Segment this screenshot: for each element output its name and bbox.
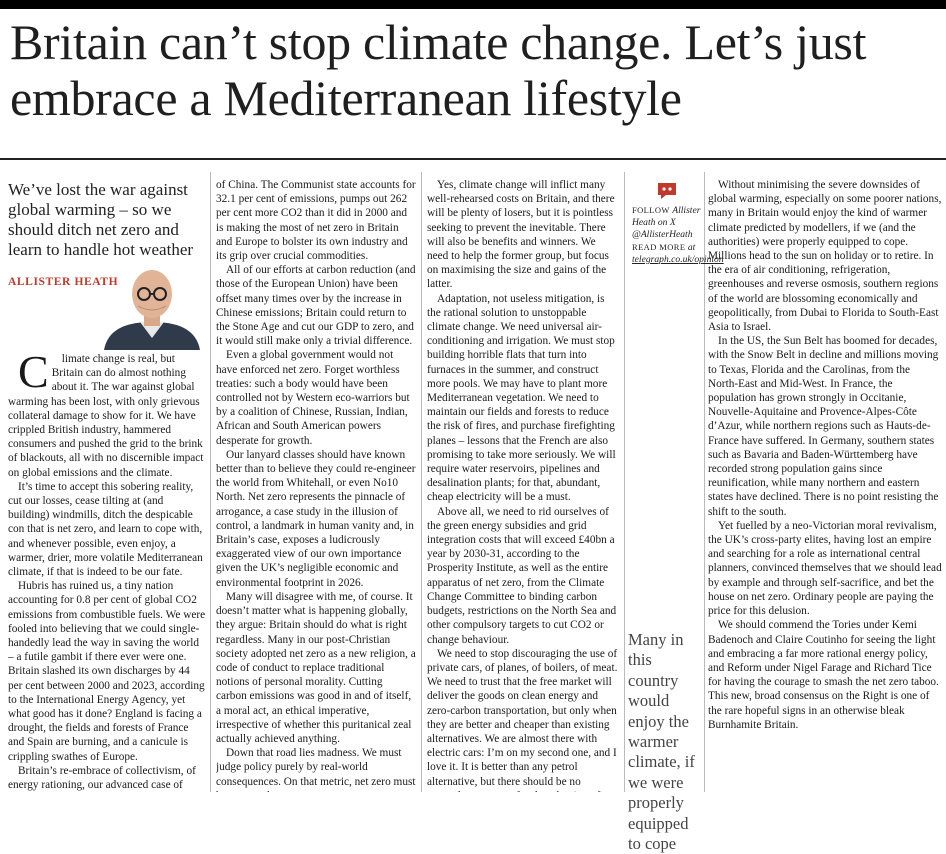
- paragraph: We should commend the Tories under Kemi …: [708, 619, 939, 731]
- text: Allister Heath on X: [632, 205, 701, 228]
- column: Without minimising the severe downsides …: [708, 178, 942, 792]
- paragraph: Our lanyard classes should have known be…: [216, 448, 416, 589]
- paragraph: Hubris has ruined us, a tiny nation acco…: [8, 580, 206, 763]
- paragraph: of China. The Communist state accounts f…: [216, 179, 416, 263]
- handle[interactable]: @AllisterHeath: [632, 229, 693, 240]
- paragraph: Even a global government would not have …: [216, 349, 410, 447]
- paragraph: Down that road lies madness. We must jud…: [216, 747, 416, 792]
- standfirst: We’ve lost the war against global warmin…: [8, 180, 194, 259]
- paragraph: Yet fuelled by a neo-Victorian moral rev…: [708, 519, 942, 618]
- paragraph: Many will disagree with me, of course. I…: [216, 590, 416, 745]
- paragraph: Adaptation, not useless mitigation, is t…: [427, 292, 616, 504]
- paragraph: Yes, climate change will inflict many we…: [427, 179, 615, 291]
- column: Climate change is real, but Britain can …: [8, 352, 206, 792]
- paragraph: Above all, we need to rid ourselves of t…: [427, 505, 617, 646]
- paragraph: Climate change is real, but Britain can …: [8, 352, 204, 479]
- label: READ MORE: [632, 242, 686, 252]
- text: at: [687, 242, 696, 253]
- byline: ALLISTER HEATH: [8, 276, 119, 288]
- pull-quote: Many in this country would enjoy the war…: [628, 630, 695, 854]
- column-rule: [421, 172, 422, 792]
- comment-icon: [658, 183, 676, 199]
- link[interactable]: telegraph.co.uk/opinion: [632, 254, 724, 265]
- follow-box: FOLLOW Allister Heath on X @AllisterHeat…: [632, 204, 724, 266]
- top-bar: [0, 0, 946, 9]
- column-rule: [704, 172, 705, 792]
- rule: [0, 158, 946, 160]
- headline: Britain can’t stop climate change. Let’s…: [10, 14, 867, 126]
- column: Yes, climate change will inflict many we…: [427, 178, 619, 792]
- author-photo: [104, 270, 200, 350]
- label: FOLLOW: [632, 205, 670, 215]
- paragraph: All of our efforts at carbon reduction (…: [216, 264, 416, 348]
- paragraph: We need to stop discouraging the use of …: [427, 647, 618, 792]
- paragraph: In the US, the Sun Belt has boomed for d…: [708, 335, 939, 518]
- paragraph: Britain’s re-embrace of collectivism, of…: [8, 764, 196, 792]
- column-rule: [624, 172, 625, 792]
- column-rule: [210, 172, 211, 792]
- column: of China. The Communist state accounts f…: [216, 178, 416, 792]
- paragraph: It’s time to accept this sobering realit…: [8, 480, 203, 579]
- paragraph: Without minimising the severe downsides …: [708, 179, 942, 334]
